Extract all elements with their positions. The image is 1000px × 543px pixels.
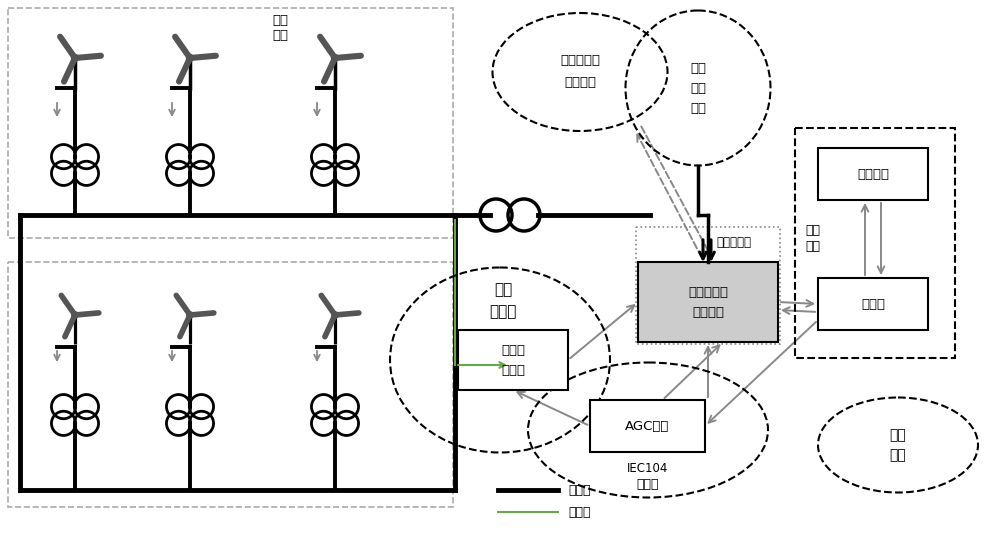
Text: 主站: 主站 [806,241,820,254]
FancyBboxPatch shape [458,330,568,390]
Circle shape [187,312,193,318]
Text: 模拟: 模拟 [806,224,820,237]
FancyBboxPatch shape [818,278,928,330]
Text: 管系统: 管系统 [501,363,525,376]
Text: 服务端: 服务端 [489,305,517,319]
Text: 风电
机组: 风电 机组 [272,14,288,42]
Text: 通信: 通信 [494,282,512,298]
FancyBboxPatch shape [818,148,928,200]
Circle shape [332,312,338,318]
Text: 测试: 测试 [890,428,906,442]
Text: 电流、电压: 电流、电压 [716,236,751,249]
Text: 系统: 系统 [890,448,906,462]
Text: IEC104: IEC104 [627,462,669,475]
Text: 客户端: 客户端 [637,477,659,490]
Text: 被测设备：: 被测设备： [688,286,728,299]
Text: 风机能: 风机能 [501,344,525,357]
Circle shape [332,54,338,61]
Text: 网关机: 网关机 [861,298,885,311]
Text: 电力流: 电力流 [568,484,590,497]
Text: 调度主站: 调度主站 [857,167,889,180]
Text: 模拟: 模拟 [690,61,706,74]
Text: 信息流: 信息流 [568,507,590,520]
Circle shape [186,54,194,61]
FancyBboxPatch shape [638,262,778,342]
Text: 报文及录波: 报文及录波 [560,54,600,66]
Text: 一次调频: 一次调频 [692,306,724,319]
Text: 一体装置: 一体装置 [564,75,596,89]
FancyBboxPatch shape [590,400,705,452]
Circle shape [72,54,78,61]
Circle shape [72,312,78,318]
Text: AGC系统: AGC系统 [625,420,670,433]
Text: 量输: 量输 [690,81,706,94]
Text: 出源: 出源 [690,102,706,115]
